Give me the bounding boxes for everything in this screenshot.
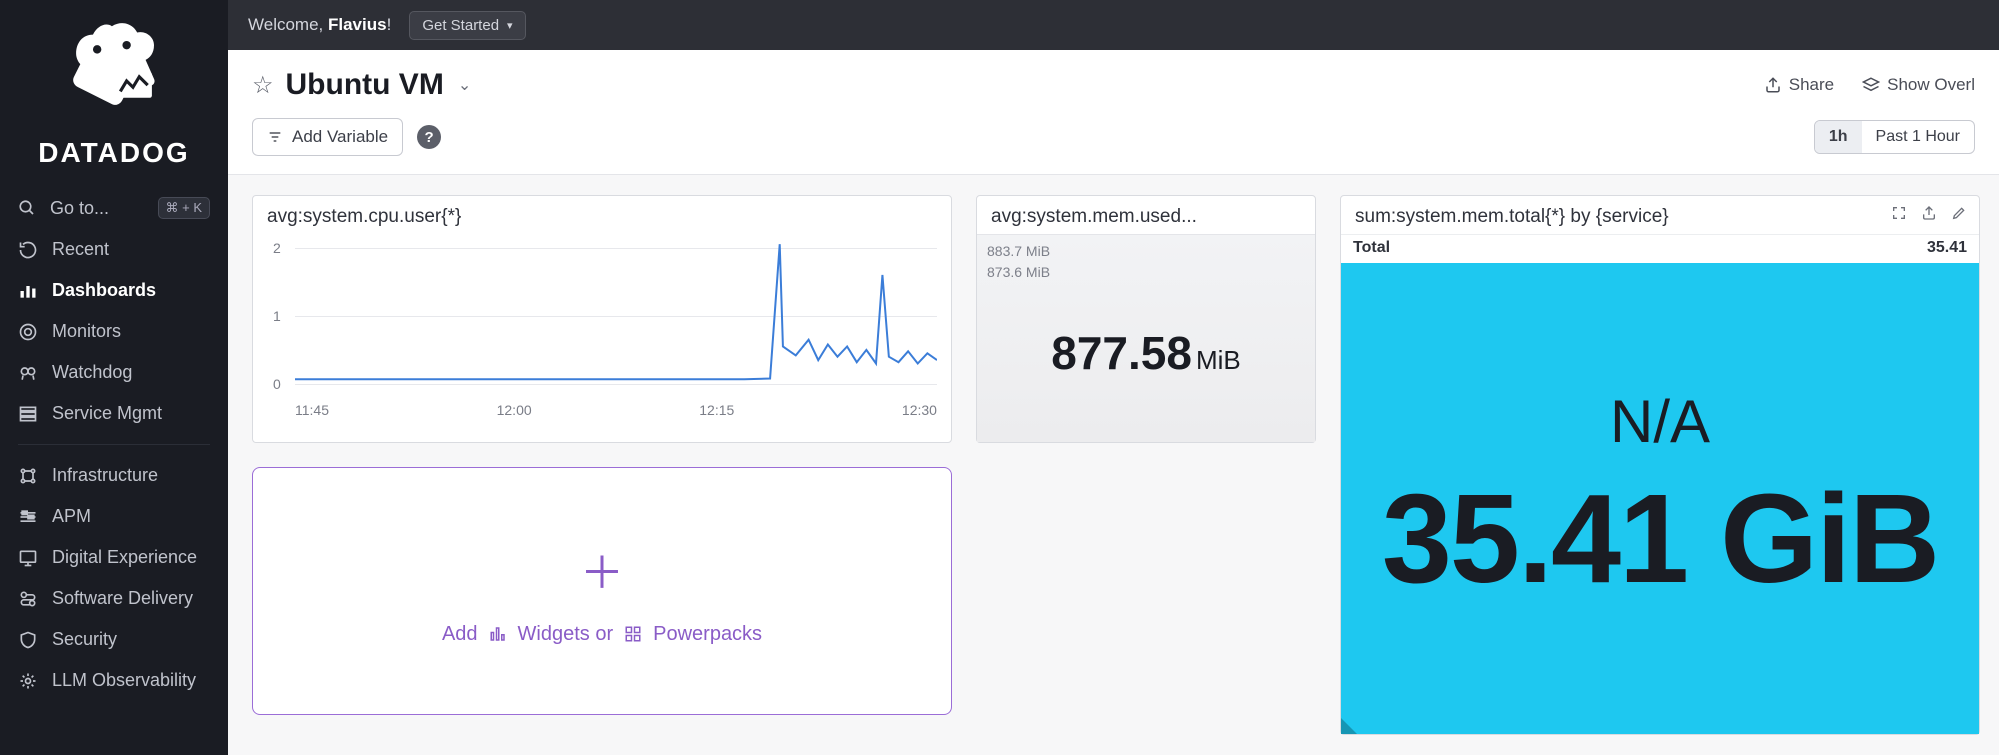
dashboard-grid: avg:system.cpu.user{*} 0 1 2 11:45 12:00 12:…: [228, 175, 1999, 755]
mem-used-body: 883.7 MiB873.6 MiB 877.58MiB: [977, 234, 1315, 442]
apm-icon: [18, 507, 38, 527]
caret-down-icon: ▾: [507, 19, 513, 32]
monitors-icon: [18, 322, 38, 342]
goto-search[interactable]: Go to... ⌘ + K: [0, 187, 228, 229]
software-delivery-icon: [18, 589, 38, 609]
resize-handle-icon[interactable]: [1341, 718, 1357, 734]
widgets-icon: [488, 625, 508, 643]
mem-mark: 883.7 MiB: [987, 241, 1050, 262]
overlays-button[interactable]: Show Overl: [1862, 75, 1975, 95]
y-tick-label: 0: [273, 376, 281, 392]
recent-icon: [18, 240, 38, 260]
get-started-button[interactable]: Get Started ▾: [409, 11, 525, 40]
nav-separator: [18, 444, 210, 445]
mem-used-title: avg:system.mem.used...: [977, 196, 1315, 234]
export-icon[interactable]: [1921, 205, 1937, 226]
cpu-chart-card[interactable]: avg:system.cpu.user{*} 0 1 2 11:45 12:00 12:…: [252, 195, 952, 443]
add-widget-zone[interactable]: ＋ Add Widgets or Powerpacks: [252, 467, 952, 715]
goto-shortcut: ⌘ + K: [158, 197, 211, 219]
x-tick-label: 11:45: [295, 402, 329, 418]
security-icon: [18, 630, 38, 650]
time-short[interactable]: 1h: [1815, 121, 1862, 153]
mem-total-card[interactable]: sum:system.mem.total{*} by {service} Tot…: [1340, 195, 1980, 735]
share-button[interactable]: Share: [1764, 75, 1834, 95]
llm-obs-icon: [18, 671, 38, 691]
sidebar-item-monitors[interactable]: Monitors: [0, 311, 228, 352]
sidebar-item-software-delivery[interactable]: Software Delivery: [0, 578, 228, 619]
sidebar-item-digital-experience[interactable]: Digital Experience: [0, 537, 228, 578]
main: Welcome, Flavius! Get Started ▾ ☆ Ubuntu…: [228, 0, 1999, 755]
sidebar-item-security[interactable]: Security: [0, 619, 228, 660]
cpu-chart-title: avg:system.cpu.user{*}: [253, 196, 951, 234]
cpu-chart: 012 11:4512:0012:1512:30: [267, 234, 937, 414]
total-row-label: Total: [1353, 239, 1390, 257]
x-tick-label: 12:30: [902, 402, 937, 418]
star-icon[interactable]: ☆: [252, 71, 274, 100]
mem-used-card[interactable]: avg:system.mem.used... 883.7 MiB873.6 Mi…: [976, 195, 1316, 443]
time-long[interactable]: Past 1 Hour: [1862, 121, 1974, 153]
filter-icon: [267, 129, 283, 145]
overlays-icon: [1862, 76, 1880, 94]
y-tick-label: 1: [273, 308, 281, 324]
watchdog-icon: [18, 363, 38, 383]
goto-label: Go to...: [50, 198, 109, 219]
title-dropdown-icon[interactable]: ⌄: [458, 75, 471, 95]
topbar: Welcome, Flavius! Get Started ▾: [228, 0, 1999, 50]
logo: [0, 0, 228, 137]
mem-used-unit: MiB: [1196, 345, 1241, 375]
x-tick-label: 12:15: [699, 402, 734, 418]
help-icon[interactable]: ?: [417, 125, 441, 149]
y-tick-label: 2: [273, 240, 281, 256]
search-icon: [18, 199, 38, 217]
service-mgmt-icon: [18, 404, 38, 424]
mem-total-title: sum:system.mem.total{*} by {service}: [1341, 196, 1683, 234]
sidebar: DATADOG Go to... ⌘ + K RecentDashboardsM…: [0, 0, 228, 755]
sidebar-item-watchdog[interactable]: Watchdog: [0, 352, 228, 393]
total-row-value: 35.41: [1927, 239, 1967, 257]
plus-icon: ＋: [580, 537, 624, 601]
sidebar-item-recent[interactable]: Recent: [0, 229, 228, 270]
sidebar-item-infrastructure[interactable]: Infrastructure: [0, 455, 228, 496]
dashboards-icon: [18, 281, 38, 301]
welcome-text: Welcome, Flavius!: [248, 15, 391, 35]
sidebar-item-dashboards[interactable]: Dashboards: [0, 270, 228, 311]
infrastructure-icon: [18, 466, 38, 486]
toolbar: Add Variable ? 1h Past 1 Hour: [228, 112, 1999, 175]
sidebar-item-service-mgmt[interactable]: Service Mgmt: [0, 393, 228, 434]
page-title: Ubuntu VM: [286, 68, 444, 102]
total-big-value: 35.41 GiB: [1382, 466, 1938, 611]
mem-used-value: 877.58: [1051, 327, 1192, 379]
digital-exp-icon: [18, 548, 38, 568]
x-tick-label: 12:00: [497, 402, 532, 418]
edit-icon[interactable]: [1951, 205, 1967, 226]
sidebar-item-apm[interactable]: APM: [0, 496, 228, 537]
brand-name: DATADOG: [0, 137, 228, 169]
share-icon: [1764, 76, 1782, 94]
time-picker[interactable]: 1h Past 1 Hour: [1814, 120, 1975, 154]
total-na: N/A: [1610, 387, 1710, 456]
powerpacks-icon: [623, 625, 643, 643]
fullscreen-icon[interactable]: [1891, 205, 1907, 226]
titlebar: ☆ Ubuntu VM ⌄ Share Show Overl: [228, 50, 1999, 112]
add-variable-button[interactable]: Add Variable: [252, 118, 403, 156]
mem-mark: 873.6 MiB: [987, 262, 1050, 283]
sidebar-item-llm-observability[interactable]: LLM Observability: [0, 660, 228, 701]
